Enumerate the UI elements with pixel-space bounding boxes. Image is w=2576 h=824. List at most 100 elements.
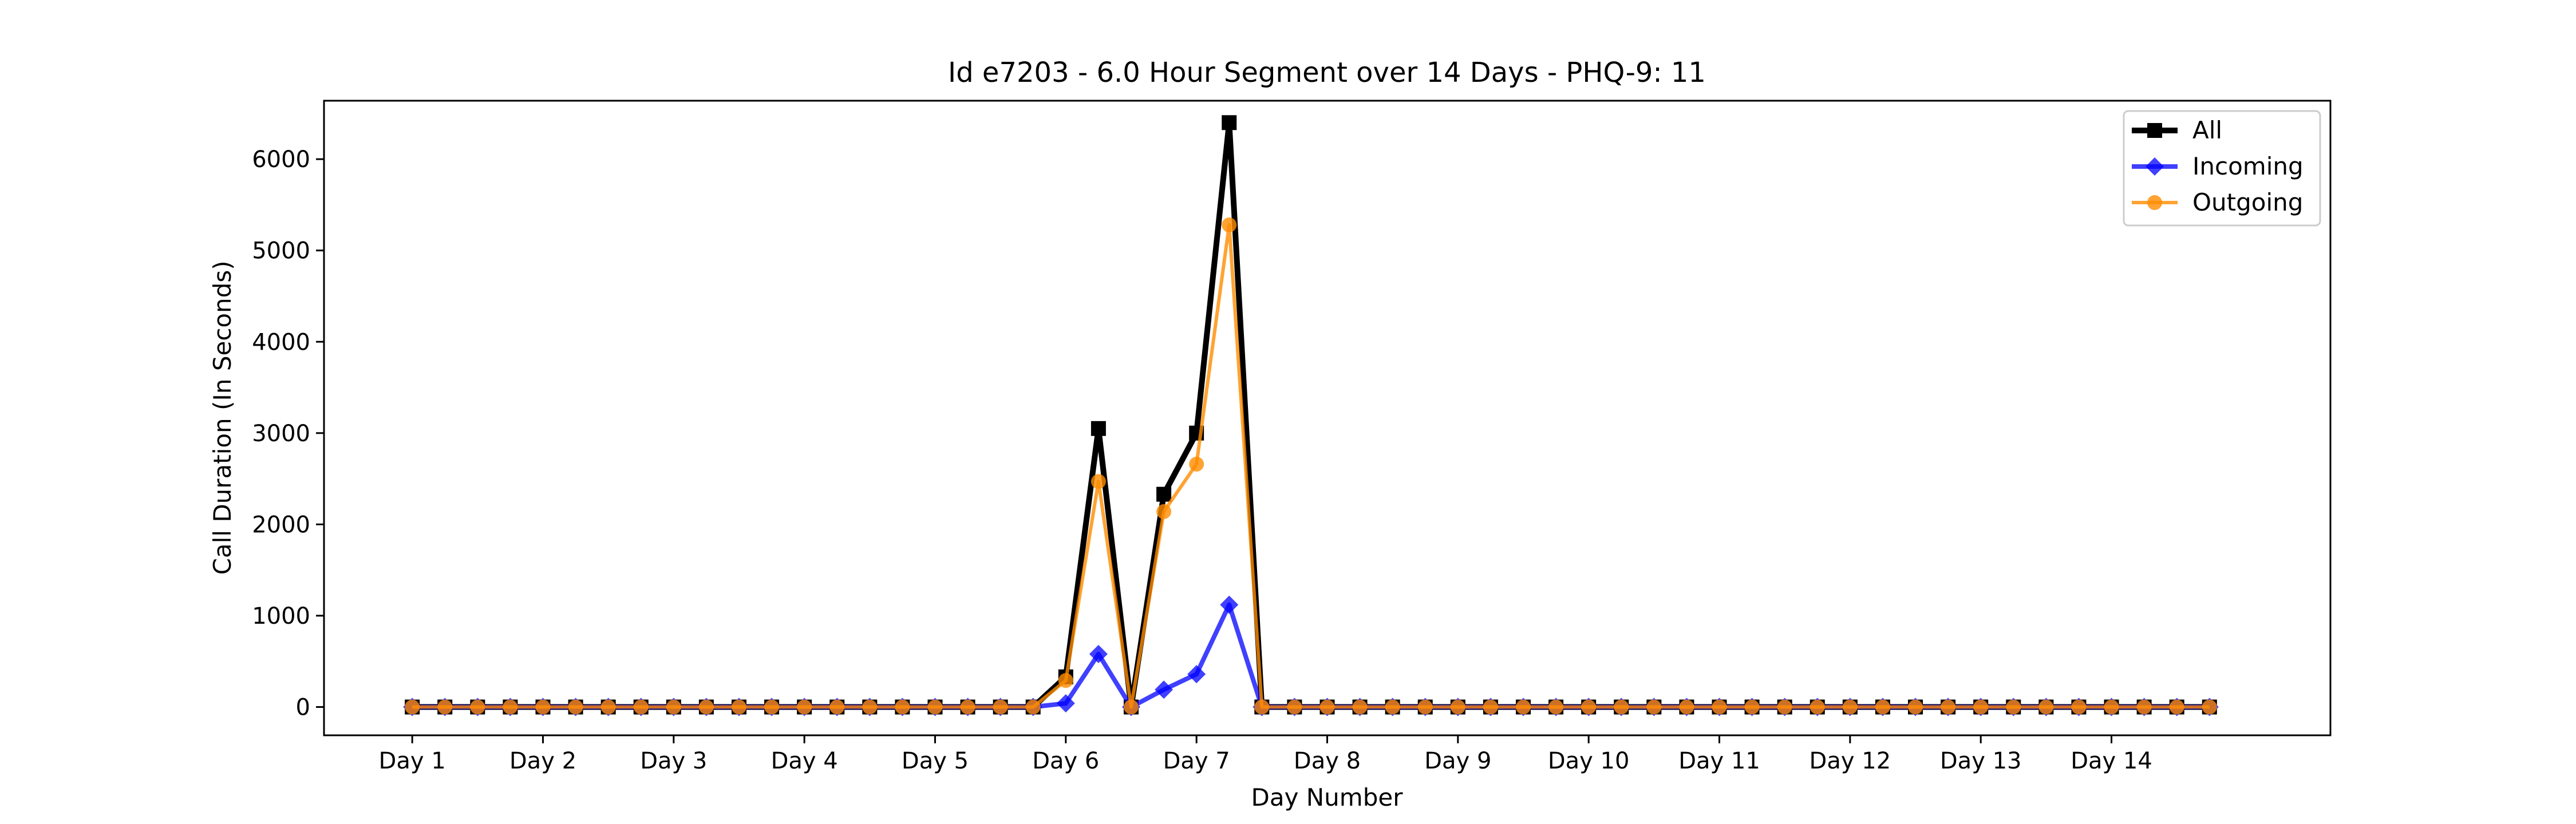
- series-incoming: [403, 595, 2219, 716]
- x-tick-label: Day 14: [2071, 748, 2152, 774]
- x-tick-label: Day 13: [1940, 748, 2022, 774]
- data-point: [1548, 699, 1564, 715]
- data-point: [1056, 694, 1075, 713]
- data-point: [731, 699, 746, 715]
- x-tick-label: Day 3: [640, 748, 707, 774]
- x-tick-label: Day 7: [1163, 748, 1230, 774]
- plot-area: [323, 100, 2332, 736]
- data-point: [1058, 673, 1073, 688]
- data-point: [797, 699, 812, 715]
- data-point: [1875, 699, 1890, 715]
- legend: All Incoming Outgoing: [2123, 110, 2321, 227]
- data-point: [1254, 699, 1270, 715]
- data-point: [1025, 699, 1041, 715]
- data-point: [1091, 421, 1106, 436]
- axes-frame: [323, 100, 2332, 736]
- data-point: [1187, 665, 1206, 684]
- data-point: [2006, 699, 2021, 715]
- data-point: [927, 699, 943, 715]
- series-line: [412, 602, 2210, 710]
- y-tick-label: 1000: [252, 603, 310, 629]
- legend-marker: [2146, 157, 2164, 176]
- data-point: [1809, 699, 1825, 715]
- data-point: [568, 699, 583, 715]
- y-tick-label: 5000: [252, 238, 310, 264]
- data-point: [993, 699, 1008, 715]
- data-point: [1908, 699, 1923, 715]
- data-point: [1189, 457, 1204, 472]
- data-point: [1385, 699, 1400, 715]
- data-point: [698, 699, 714, 715]
- series-layer: [403, 115, 2219, 716]
- data-point: [1483, 699, 1498, 715]
- data-point: [1614, 699, 1629, 715]
- chart-title: Id e7203 - 6.0 Hour Segment over 14 Days…: [948, 57, 1706, 89]
- x-tick-label: Day 8: [1294, 748, 1361, 774]
- x-axis: Day 1 Day 2 Day 3 Day 4 Day 5 Day 6 Day 7 Day 8…: [379, 735, 2152, 774]
- data-point: [1712, 699, 1727, 715]
- data-point: [503, 699, 518, 715]
- data-point: [2071, 699, 2087, 715]
- legend-box: [2123, 110, 2321, 227]
- data-point: [1156, 504, 1172, 520]
- data-point: [600, 699, 616, 715]
- data-point: [2104, 699, 2119, 715]
- data-point: [1941, 699, 1956, 715]
- data-point: [1450, 699, 1465, 715]
- data-point: [1744, 699, 1760, 715]
- legend-marker: [2147, 195, 2162, 210]
- x-tick-label: Day 2: [509, 748, 576, 774]
- series-line: [412, 120, 2210, 710]
- series-all: [405, 115, 2217, 715]
- x-tick-label: Day 10: [1548, 748, 1630, 774]
- x-tick-label: Day 4: [771, 748, 838, 774]
- y-axis-label: Call Duration (In Seconds): [208, 260, 236, 575]
- data-point: [1222, 115, 1237, 130]
- y-tick-label: 2000: [252, 512, 310, 538]
- data-point: [666, 699, 681, 715]
- y-tick-label: 0: [296, 695, 310, 721]
- data-point: [829, 699, 845, 715]
- data-point: [1581, 699, 1597, 715]
- data-point: [633, 699, 649, 715]
- data-point: [1319, 699, 1335, 715]
- data-point: [895, 699, 910, 715]
- data-point: [1220, 595, 1239, 614]
- data-point: [405, 699, 420, 715]
- x-tick-label: Day 5: [902, 748, 969, 774]
- y-tick-label: 4000: [252, 329, 310, 355]
- legend-item-all: All: [2132, 116, 2222, 144]
- legend-marker: [2147, 123, 2162, 138]
- legend-item-outgoing: Outgoing: [2132, 188, 2303, 216]
- y-axis: 0 1000 2000 3000 4000 5000 6000: [252, 146, 324, 721]
- legend-label: Incoming: [2192, 152, 2304, 180]
- x-tick-label: Day 1: [379, 748, 446, 774]
- data-point: [1973, 699, 1989, 715]
- x-axis-label: Day Number: [1251, 783, 1403, 811]
- data-point: [2169, 699, 2184, 715]
- data-point: [1516, 699, 1531, 715]
- y-tick-label: 6000: [252, 146, 310, 173]
- data-point: [2202, 699, 2217, 715]
- data-point: [862, 699, 878, 715]
- data-point: [1679, 699, 1694, 715]
- legend-label: Outgoing: [2192, 188, 2303, 216]
- data-point: [1842, 699, 1858, 715]
- data-point: [960, 699, 975, 715]
- data-point: [1287, 699, 1302, 715]
- data-point: [1155, 680, 1174, 699]
- series-outgoing: [405, 217, 2217, 715]
- legend-label: All: [2192, 116, 2222, 144]
- legend-item-incoming: Incoming: [2132, 152, 2304, 180]
- data-point: [1646, 699, 1662, 715]
- x-tick-label: Day 9: [1424, 748, 1491, 774]
- x-tick-label: Day 6: [1032, 748, 1099, 774]
- data-point: [1091, 474, 1106, 489]
- data-point: [1352, 699, 1368, 715]
- data-point: [1156, 486, 1172, 502]
- y-tick-label: 3000: [252, 421, 310, 447]
- data-point: [2038, 699, 2054, 715]
- data-point: [1222, 217, 1237, 233]
- data-point: [2136, 699, 2152, 715]
